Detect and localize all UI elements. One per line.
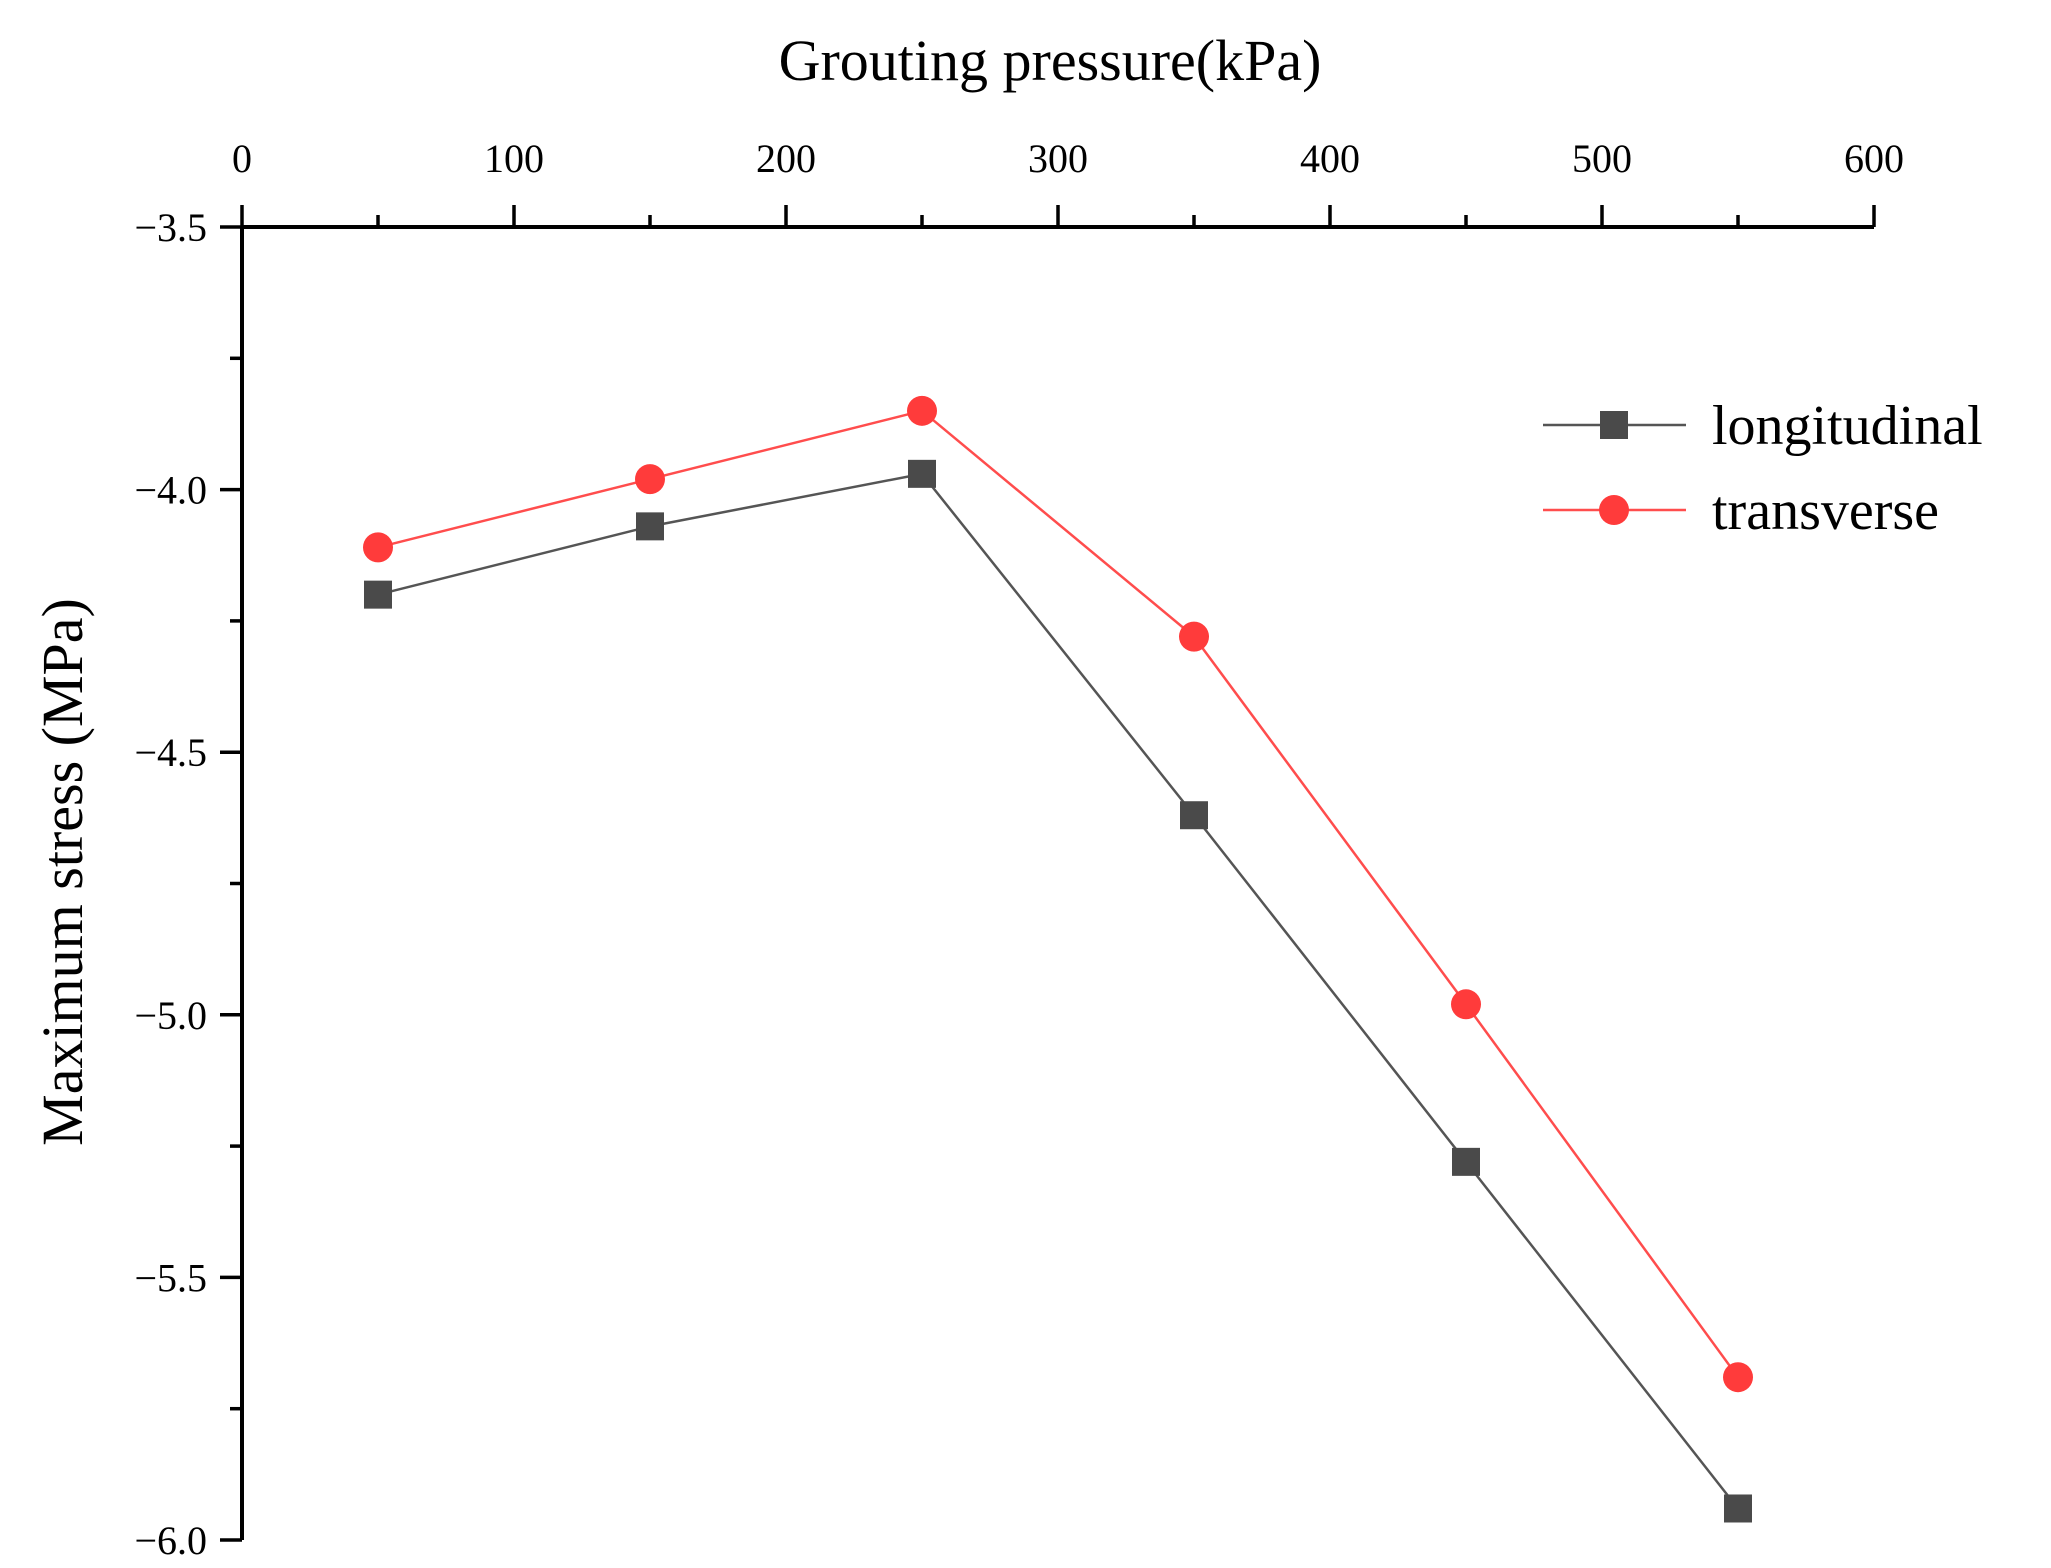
x-tick-label: 100 xyxy=(484,136,544,181)
y-ticks: −3.5 −4.0 −4.5 −5.0 −5.5 −6.0 xyxy=(134,205,242,1563)
y-tick-label: −4.5 xyxy=(134,730,207,775)
x-tick-label: 0 xyxy=(232,136,252,181)
data-point-longitudinal xyxy=(1180,801,1208,830)
series-line-transverse xyxy=(377,409,1740,1378)
series-layer xyxy=(363,395,1753,1523)
legend-marker-longitudinal xyxy=(1600,411,1628,439)
data-point-transverse xyxy=(363,532,393,563)
data-point-longitudinal xyxy=(1452,1147,1480,1176)
legend-label-longitudinal: longitudinal xyxy=(1712,395,1983,457)
x-tick-label: 600 xyxy=(1844,136,1904,181)
data-point-longitudinal xyxy=(908,459,936,488)
data-point-longitudinal xyxy=(1724,1494,1752,1523)
legend: longitudinal transverse xyxy=(1543,395,1983,542)
y-tick-label: −5.0 xyxy=(134,993,207,1038)
x-tick-label: 400 xyxy=(1300,136,1360,181)
data-point-longitudinal xyxy=(364,580,392,609)
y-tick-label: −3.5 xyxy=(134,205,207,250)
series-transverse xyxy=(363,395,1753,1393)
series-line-longitudinal xyxy=(377,472,1739,1510)
series-longitudinal xyxy=(364,459,1752,1523)
data-point-transverse xyxy=(1451,989,1481,1020)
y-tick-label: −4.0 xyxy=(134,468,207,513)
y-tick-label: −6.0 xyxy=(134,1518,207,1563)
y-axis-title: Maximum stress (MPa) xyxy=(30,598,95,1146)
x-ticks: 0 100 200 300 400 500 600 xyxy=(232,136,1904,227)
x-axis-title: Grouting pressure(kPa) xyxy=(779,28,1322,93)
x-tick-label: 300 xyxy=(1028,136,1088,181)
data-point-transverse xyxy=(1723,1362,1753,1393)
x-tick-label: 500 xyxy=(1572,136,1632,181)
x-tick-label: 200 xyxy=(756,136,816,181)
data-point-transverse xyxy=(907,395,937,426)
legend-label-transverse: transverse xyxy=(1712,480,1939,542)
data-point-transverse xyxy=(1179,621,1209,652)
y-tick-label: −5.5 xyxy=(134,1255,207,1300)
data-point-transverse xyxy=(635,464,665,495)
legend-marker-transverse xyxy=(1599,495,1629,525)
data-point-longitudinal xyxy=(636,512,664,541)
